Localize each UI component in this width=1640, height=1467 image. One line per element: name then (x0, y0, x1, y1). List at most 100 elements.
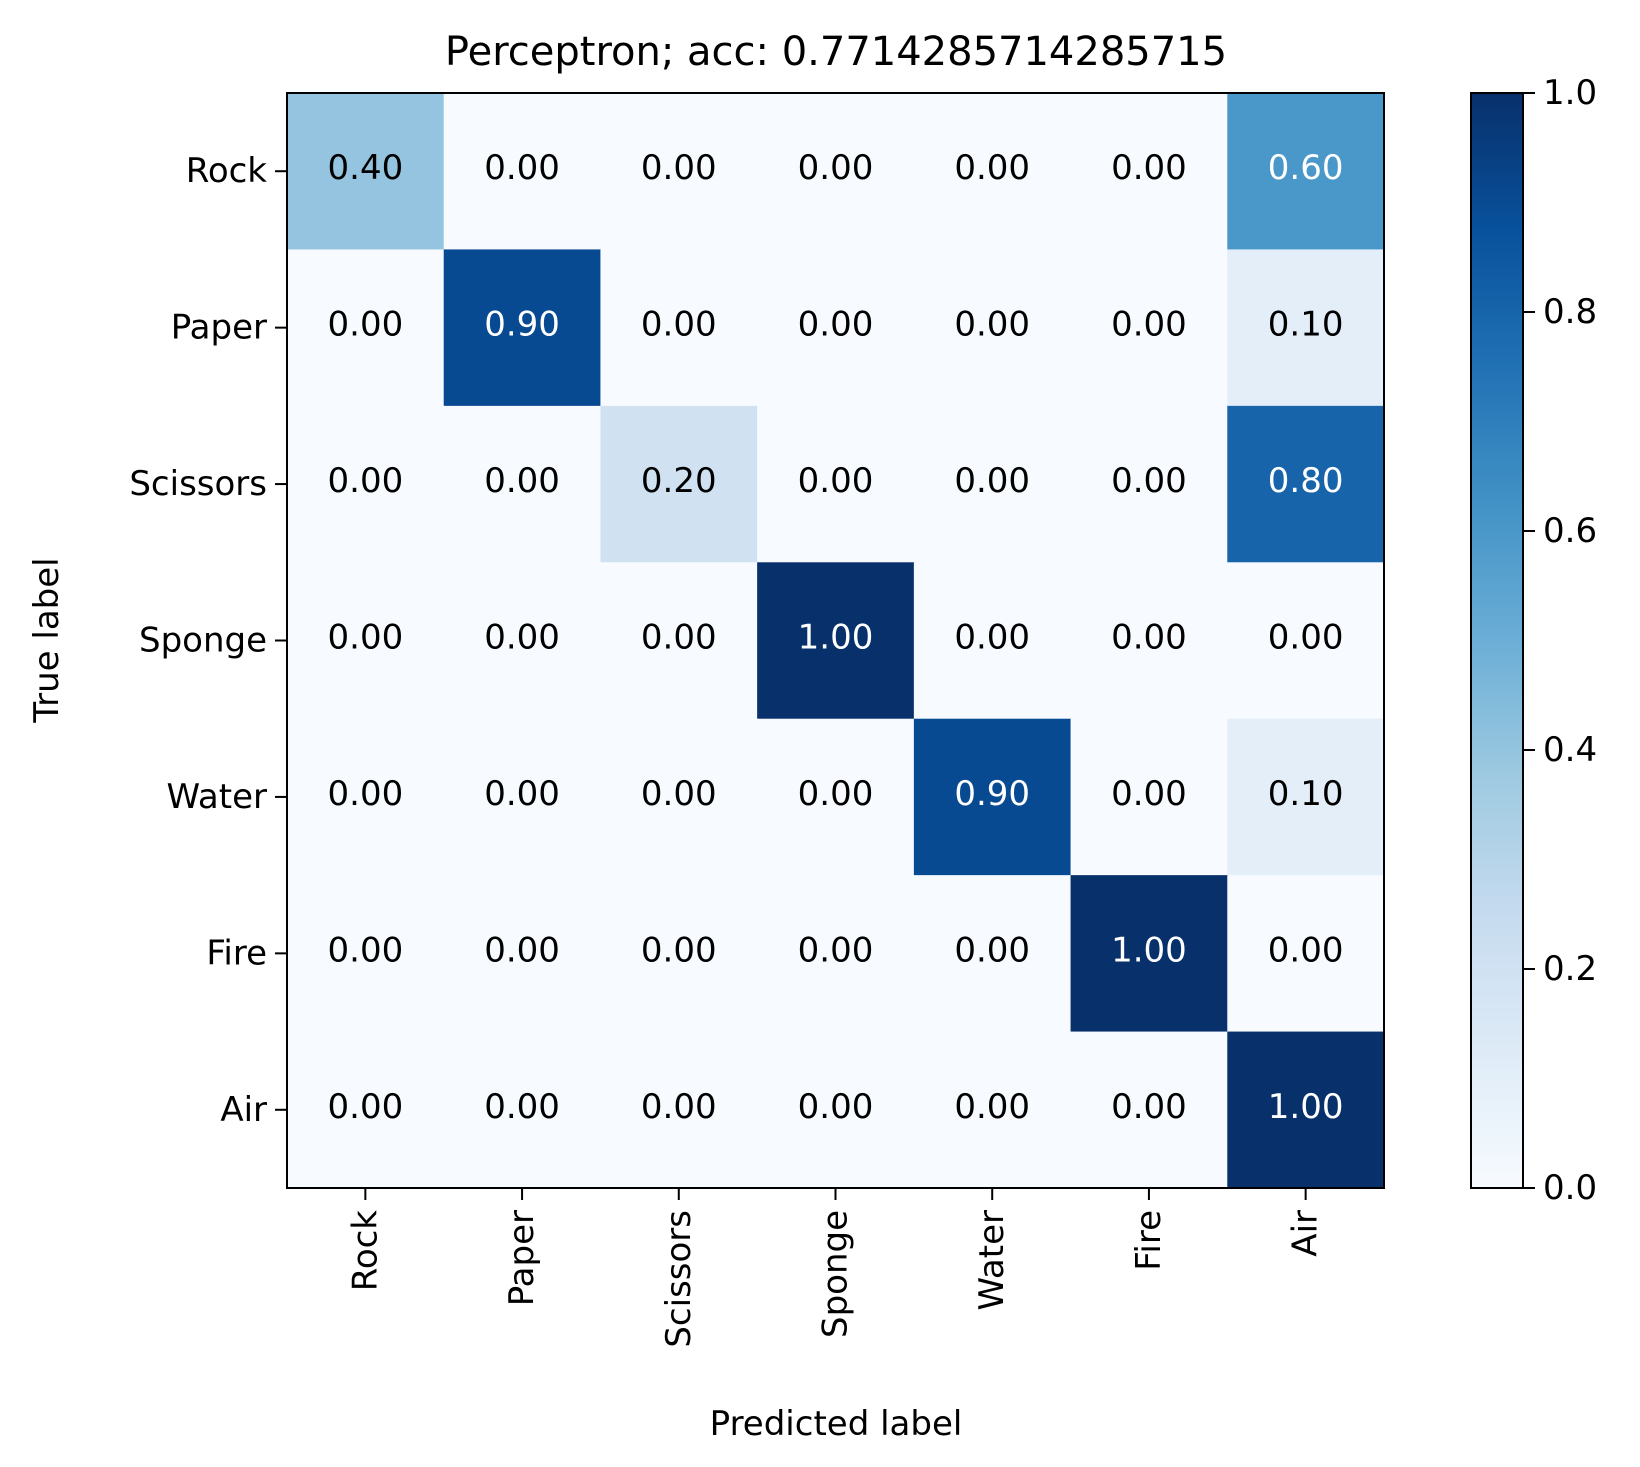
cell-value-label-6-5: 0.00 (1111, 1087, 1187, 1127)
heatmap-cell-3-5 (1070, 562, 1228, 720)
heatmap-cell-5-4 (913, 875, 1072, 1033)
heatmap-cell-3-3 (757, 562, 915, 720)
heatmap-cell-0-2 (600, 93, 758, 251)
heatmap-cell-2-3 (757, 405, 915, 563)
cell-value-label-5-4: 0.00 (954, 930, 1030, 970)
colorbar-tick-label-4: 0.8 (1543, 292, 1597, 332)
cell-value-label-2-1: 0.00 (484, 461, 560, 501)
cell-value-label-1-1: 0.90 (484, 305, 560, 345)
heatmap-cell-0-1 (443, 93, 602, 251)
heatmap-cell-1-4 (913, 249, 1072, 407)
cell-value-label-3-0: 0.00 (328, 618, 404, 658)
cell-value-label-5-3: 0.00 (798, 930, 874, 970)
cell-value-label-3-2: 0.00 (641, 618, 717, 658)
cell-value-label-3-6: 0.00 (1268, 618, 1344, 658)
heatmap-cell-6-4 (913, 1031, 1072, 1189)
cell-value-label-3-5: 0.00 (1111, 618, 1187, 658)
heatmap-cell-6-2 (600, 1031, 758, 1189)
cell-value-label-1-0: 0.00 (328, 305, 404, 345)
heatmap-cell-1-1 (443, 249, 602, 407)
heatmap-cell-6-3 (757, 1031, 915, 1189)
heatmap-cell-5-0 (287, 875, 445, 1033)
heatmap-cell-1-3 (757, 249, 915, 407)
y-tick-label-6: Air (220, 1090, 267, 1130)
heatmap-cell-1-2 (600, 249, 758, 407)
x-tick-label-4: Water (972, 1210, 1012, 1311)
heatmap-cell-5-5 (1070, 875, 1228, 1033)
colorbar-tick-label-0: 0.0 (1543, 1168, 1597, 1208)
x-tick-label-2: Scissors (659, 1210, 699, 1348)
cell-value-label-1-4: 0.00 (954, 305, 1030, 345)
y-tick-label-0: Rock (186, 151, 268, 191)
cell-value-label-6-1: 0.00 (484, 1087, 560, 1127)
heatmap-cell-5-2 (600, 875, 758, 1033)
heatmap-cell-6-1 (443, 1031, 602, 1189)
cell-value-label-4-3: 0.00 (798, 774, 874, 814)
colorbar-tick-label-5: 1.0 (1543, 73, 1597, 113)
colorbar-frame (1470, 92, 1524, 1189)
cell-value-label-1-3: 0.00 (798, 305, 874, 345)
heatmap-cell-4-5 (1070, 718, 1228, 876)
heatmap-cell-4-3 (757, 718, 915, 876)
cell-value-label-2-4: 0.00 (954, 461, 1030, 501)
heatmap-cells (287, 93, 1385, 1189)
heatmap-cell-5-3 (757, 875, 915, 1033)
heatmap-cell-4-4 (913, 718, 1072, 876)
heatmap-cell-4-1 (443, 718, 602, 876)
heatmap-cell-5-1 (443, 875, 602, 1033)
cell-value-label-6-4: 0.00 (954, 1087, 1030, 1127)
x-axis: Rock Paper Scissors Sponge Water Fire Air (345, 1188, 1326, 1348)
colorbar-tick-label-3: 0.6 (1543, 511, 1597, 551)
cell-value-label-4-1: 0.00 (484, 774, 560, 814)
cell-value-label-5-5: 1.00 (1111, 930, 1187, 970)
x-axis-label: Predicted label (710, 1404, 963, 1444)
y-axis-label: True label (27, 557, 67, 723)
heatmap-cell-labels: 0.40 0.00 0.00 0.00 0.00 0.00 0.60 0.00 0.90 0.00… (328, 148, 1344, 1127)
heatmap-cell-6-6 (1227, 1031, 1385, 1189)
cell-value-label-0-4: 0.00 (954, 148, 1030, 188)
cell-value-label-1-5: 0.00 (1111, 305, 1187, 345)
heatmap-cell-5-6 (1227, 875, 1385, 1033)
heatmap-cell-3-4 (913, 562, 1072, 720)
cell-value-label-5-2: 0.00 (641, 930, 717, 970)
cell-value-label-4-4: 0.90 (954, 774, 1030, 814)
cell-value-label-2-5: 0.00 (1111, 461, 1187, 501)
cell-value-label-2-0: 0.00 (328, 461, 404, 501)
heatmap-cell-6-0 (287, 1031, 445, 1189)
heatmap-cell-0-4 (913, 93, 1072, 251)
cell-value-label-1-6: 0.10 (1268, 305, 1344, 345)
heatmap-cell-4-6 (1227, 718, 1385, 876)
cell-value-label-0-2: 0.00 (641, 148, 717, 188)
cell-value-label-2-2: 0.20 (641, 461, 717, 501)
heatmap-cell-2-5 (1070, 405, 1228, 563)
cell-value-label-6-6: 1.00 (1268, 1087, 1344, 1127)
cell-value-label-3-1: 0.00 (484, 618, 560, 658)
heatmap-cell-0-3 (757, 93, 915, 251)
cell-value-label-5-0: 0.00 (328, 930, 404, 970)
heatmap-cell-0-6 (1227, 93, 1385, 251)
heatmap-cell-1-5 (1070, 249, 1228, 407)
cell-value-label-5-1: 0.00 (484, 930, 560, 970)
x-tick-label-5: Fire (1129, 1210, 1169, 1271)
y-tick-label-2: Scissors (129, 464, 267, 504)
cell-value-label-1-2: 0.00 (641, 305, 717, 345)
cell-value-label-4-2: 0.00 (641, 774, 717, 814)
cell-value-label-4-6: 0.10 (1268, 774, 1344, 814)
heatmap-cell-3-2 (600, 562, 758, 720)
x-tick-label-1: Paper (502, 1210, 542, 1306)
heatmap-cell-2-6 (1227, 405, 1385, 563)
heatmap-cell-2-0 (287, 405, 445, 563)
cell-value-label-2-6: 0.80 (1268, 461, 1344, 501)
cell-value-label-0-1: 0.00 (484, 148, 560, 188)
heatmap-cell-4-0 (287, 718, 445, 876)
cell-value-label-6-2: 0.00 (641, 1087, 717, 1127)
y-tick-label-1: Paper (171, 308, 267, 348)
heatmap-cell-0-5 (1070, 93, 1228, 251)
heatmap-cell-2-2 (600, 405, 758, 563)
y-tick-label-5: Fire (206, 933, 267, 973)
x-tick-label-6: Air (1286, 1210, 1326, 1257)
y-tick-label-4: Water (166, 777, 267, 817)
cell-value-label-0-3: 0.00 (798, 148, 874, 188)
cell-value-label-4-5: 0.00 (1111, 774, 1187, 814)
cell-value-label-2-3: 0.00 (798, 461, 874, 501)
